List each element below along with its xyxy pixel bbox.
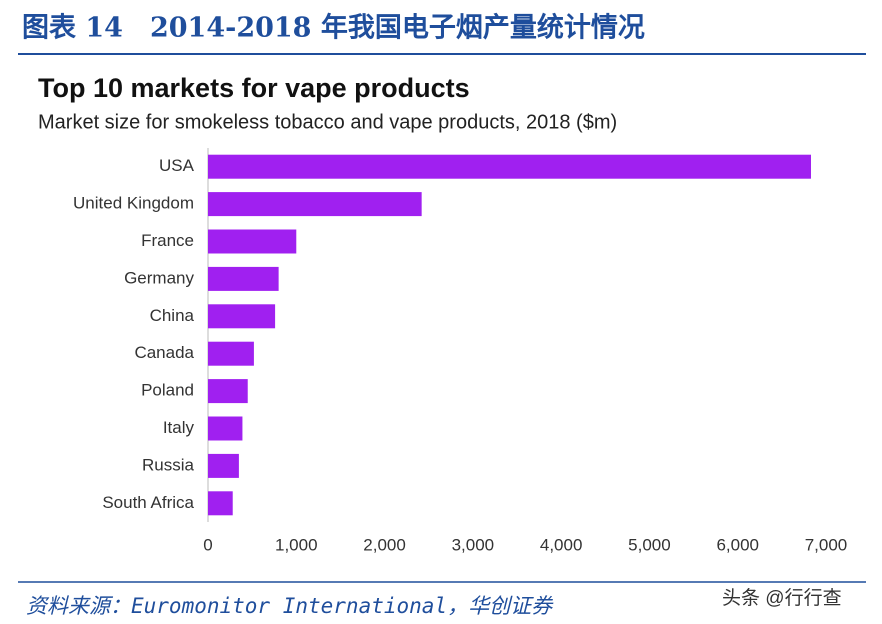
y-tick-label: Russia <box>142 455 195 474</box>
y-tick-label: USA <box>159 156 195 175</box>
bar <box>208 192 422 217</box>
bar <box>208 266 279 291</box>
bar <box>208 453 239 478</box>
x-tick-label: 4,000 <box>540 535 583 554</box>
x-tick-label: 5,000 <box>628 535 671 554</box>
bar <box>208 154 811 179</box>
y-tick-label: China <box>150 306 195 325</box>
y-tick-label: Poland <box>141 381 194 400</box>
figure-title: 图表 14 2014-2018 年我国电子烟产量统计情况 <box>22 12 645 44</box>
x-tick-label: 3,000 <box>452 535 495 554</box>
bar <box>208 229 297 254</box>
y-tick-label: Canada <box>134 343 194 362</box>
x-tick-label: 7,000 <box>805 535 848 554</box>
bar <box>208 341 254 366</box>
x-tick-label: 2,000 <box>363 535 406 554</box>
chart-title: Top 10 markets for vape products <box>38 73 470 103</box>
bar <box>208 491 233 516</box>
y-tick-label: Germany <box>124 268 194 287</box>
watermark: 头条 @行行查 <box>722 587 842 609</box>
y-tick-label: South Africa <box>102 493 194 512</box>
x-tick-label: 6,000 <box>716 535 759 554</box>
bar <box>208 304 276 329</box>
x-tick-label: 0 <box>203 535 212 554</box>
bar <box>208 416 243 441</box>
bar <box>208 379 248 404</box>
chart-subtitle: Market size for smokeless tobacco and va… <box>38 111 617 133</box>
x-tick-label: 1,000 <box>275 535 318 554</box>
y-tick-label: United Kingdom <box>73 194 194 213</box>
y-tick-label: France <box>141 231 194 250</box>
source-note: 资料来源：Euromonitor International，华创证券 <box>26 594 554 618</box>
y-tick-label: Italy <box>163 418 195 437</box>
